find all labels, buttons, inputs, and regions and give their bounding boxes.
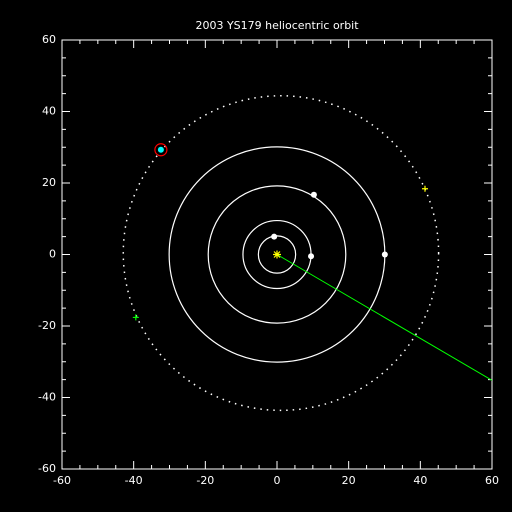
x-tick-label: -20 xyxy=(196,474,214,487)
object xyxy=(157,146,164,153)
x-tick-label: -40 xyxy=(125,474,143,487)
marker xyxy=(132,314,139,321)
planet-orbit xyxy=(207,185,347,324)
planet xyxy=(308,253,315,260)
y-tick-label: 0 xyxy=(49,248,56,261)
x-tick-label: 0 xyxy=(274,474,281,487)
planet xyxy=(381,251,388,258)
x-tick-label: 40 xyxy=(413,474,427,487)
chart-title: 2003 YS179 heliocentric orbit xyxy=(195,19,359,32)
object-orbit xyxy=(122,95,440,412)
marker xyxy=(421,185,428,192)
y-tick-label: -40 xyxy=(38,391,56,404)
planet xyxy=(271,233,278,240)
y-tick-label: 60 xyxy=(42,33,56,46)
y-tick-label: 20 xyxy=(42,176,56,189)
direction-line xyxy=(276,254,492,381)
object-ring xyxy=(154,143,168,157)
y-tick-label: -60 xyxy=(38,462,56,475)
sun xyxy=(273,250,281,259)
plot-area xyxy=(122,95,492,412)
y-tick-label: -20 xyxy=(38,319,56,332)
x-tick-label: 60 xyxy=(485,474,499,487)
planet xyxy=(310,191,317,198)
x-tick-label: 20 xyxy=(342,474,356,487)
x-tick-label: -60 xyxy=(53,474,71,487)
y-tick-label: 40 xyxy=(42,105,56,118)
